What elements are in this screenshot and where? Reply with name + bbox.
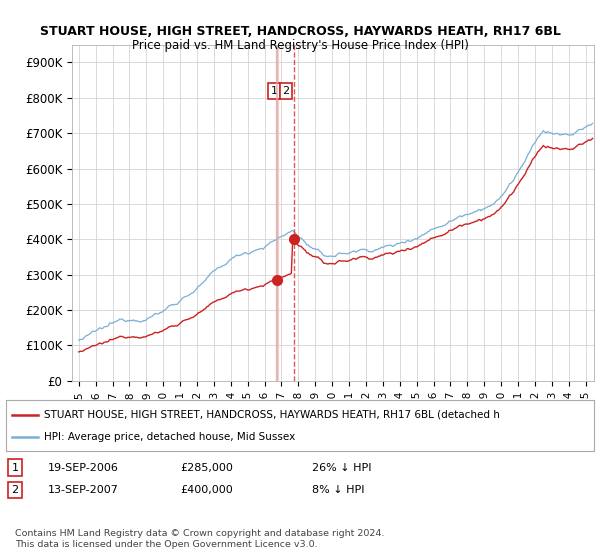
Text: 8% ↓ HPI: 8% ↓ HPI (312, 485, 365, 495)
Text: HPI: Average price, detached house, Mid Sussex: HPI: Average price, detached house, Mid … (44, 432, 295, 442)
Text: 2: 2 (283, 86, 290, 96)
Text: 2: 2 (11, 485, 19, 495)
Text: 26% ↓ HPI: 26% ↓ HPI (312, 463, 371, 473)
Text: £400,000: £400,000 (180, 485, 233, 495)
Text: 13-SEP-2007: 13-SEP-2007 (48, 485, 119, 495)
Text: Price paid vs. HM Land Registry's House Price Index (HPI): Price paid vs. HM Land Registry's House … (131, 39, 469, 52)
Text: 19-SEP-2006: 19-SEP-2006 (48, 463, 119, 473)
Text: STUART HOUSE, HIGH STREET, HANDCROSS, HAYWARDS HEATH, RH17 6BL (detached h: STUART HOUSE, HIGH STREET, HANDCROSS, HA… (44, 409, 500, 419)
Text: 1: 1 (11, 463, 19, 473)
Bar (276, 45, 278, 381)
Text: STUART HOUSE, HIGH STREET, HANDCROSS, HAYWARDS HEATH, RH17 6BL: STUART HOUSE, HIGH STREET, HANDCROSS, HA… (40, 25, 560, 38)
Text: Contains HM Land Registry data © Crown copyright and database right 2024.
This d: Contains HM Land Registry data © Crown c… (15, 529, 385, 549)
Text: £285,000: £285,000 (180, 463, 233, 473)
Text: 1: 1 (271, 86, 278, 96)
